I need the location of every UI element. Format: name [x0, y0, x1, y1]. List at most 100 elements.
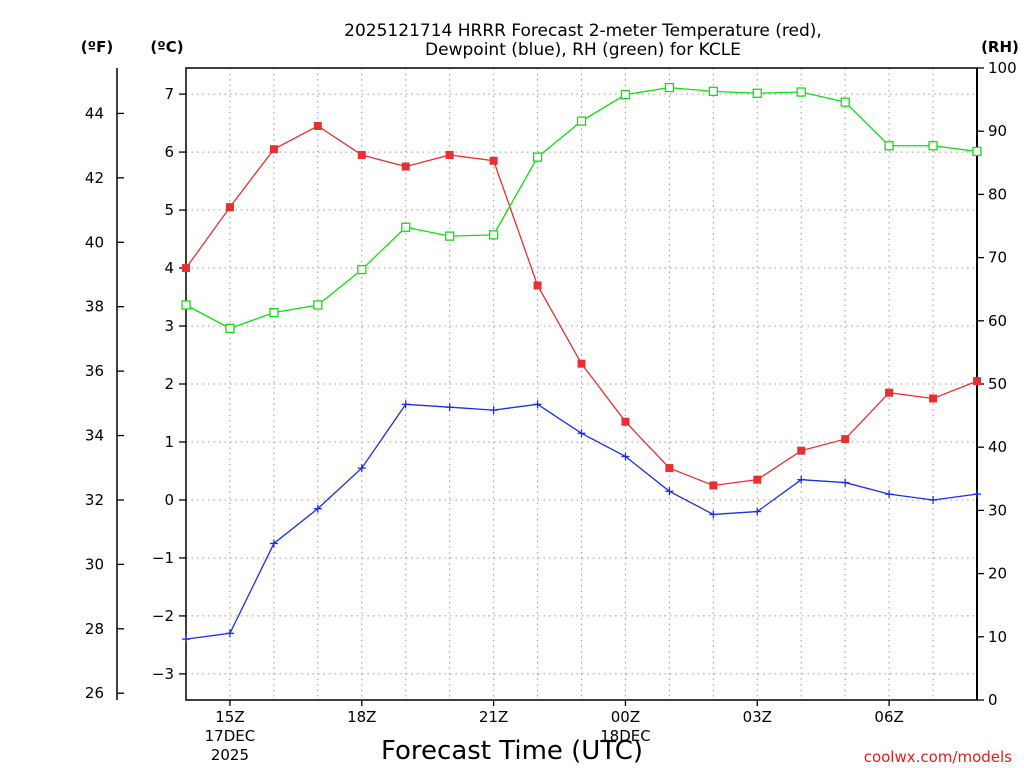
data-point-rh — [357, 264, 367, 275]
data-point-dewpoint — [621, 452, 630, 461]
chart-title-line-1: 2025121714 HRRR Forecast 2-meter Tempera… — [344, 21, 822, 41]
data-point-rh — [401, 222, 411, 232]
celsius-tick-label: −3 — [152, 665, 174, 683]
data-point-dewpoint — [753, 507, 762, 516]
data-point-rh — [313, 300, 323, 310]
celsius-tick-label: 6 — [164, 143, 174, 161]
fahrenheit-tick-label: 44 — [85, 104, 104, 122]
x-tick-label: 03Z — [743, 708, 772, 726]
data-point-rh — [972, 146, 982, 157]
data-point-temperature — [533, 281, 542, 290]
data-point-rh — [708, 86, 718, 97]
data-point-dewpoint — [357, 464, 366, 473]
rh-tick-label: 40 — [988, 438, 1007, 456]
fahrenheit-tick-label: 42 — [85, 169, 104, 187]
x-tick-label: 17DEC — [205, 727, 256, 745]
celsius-tick-label: 0 — [164, 491, 174, 509]
data-point-temperature — [357, 150, 366, 159]
x-tick-label: 15Z — [215, 708, 244, 726]
data-point-dewpoint — [841, 478, 850, 487]
data-point-temperature — [401, 162, 410, 171]
data-point-rh — [796, 87, 806, 97]
x-tick-label: 18Z — [347, 708, 376, 726]
data-point-rh — [181, 300, 191, 310]
rh-unit-label: (RH) — [981, 38, 1019, 56]
data-point-rh — [620, 89, 631, 100]
x-tick-label: 2025 — [211, 746, 249, 764]
x-tick-label: 06Z — [874, 708, 903, 726]
data-point-rh — [664, 82, 675, 93]
data-point-temperature — [753, 475, 762, 484]
rh-tick-label: 20 — [988, 565, 1007, 583]
fahrenheit-tick-label: 38 — [85, 298, 104, 316]
data-point-rh — [752, 88, 762, 98]
rh-tick-label: 100 — [988, 59, 1017, 77]
fahrenheit-tick-label: 30 — [85, 555, 104, 573]
data-point-rh — [928, 141, 938, 151]
data-point-temperature — [225, 203, 234, 212]
celsius-unit-label: (ºC) — [150, 38, 183, 56]
data-point-rh — [576, 116, 587, 126]
celsius-tick-label: 3 — [164, 317, 174, 335]
data-point-dewpoint — [445, 403, 454, 412]
data-point-dewpoint — [797, 475, 806, 484]
data-point-dewpoint — [269, 539, 278, 548]
fahrenheit-tick-label: 26 — [85, 684, 104, 702]
rh-tick-label: 70 — [988, 249, 1007, 267]
rh-tick-label: 0 — [988, 691, 998, 709]
rh-tick-label: 60 — [988, 312, 1007, 330]
ticks: −3−2−10123456726283032343638404244010203… — [85, 59, 1017, 764]
x-tick-label: 18DEC — [600, 727, 651, 745]
data-point-temperature — [621, 417, 630, 426]
data-point-temperature — [577, 359, 586, 368]
rh-tick-label: 90 — [988, 122, 1007, 140]
chart-title-line-2: Dewpoint (blue), RH (green) for KCLE — [425, 40, 741, 60]
series-line-dewpoint — [185, 403, 978, 640]
data-point-dewpoint — [313, 504, 322, 513]
celsius-tick-label: 2 — [164, 375, 174, 393]
data-point-dewpoint — [665, 487, 674, 496]
data-point-temperature — [445, 150, 454, 159]
data-point-rh — [225, 323, 235, 334]
data-point-dewpoint — [577, 429, 586, 438]
fahrenheit-tick-label: 28 — [85, 620, 104, 638]
data-point-temperature — [313, 121, 322, 130]
data-point-temperature — [665, 464, 674, 473]
data-point-temperature — [269, 145, 278, 154]
data-point-rh — [884, 141, 894, 151]
fahrenheit-unit-label: (ºF) — [81, 38, 113, 56]
fahrenheit-tick-label: 40 — [85, 233, 104, 251]
data-point-rh — [488, 230, 499, 240]
data-point-rh — [532, 152, 543, 162]
celsius-tick-label: 1 — [164, 433, 174, 451]
rh-tick-label: 10 — [988, 628, 1007, 646]
data-point-temperature — [489, 156, 498, 165]
celsius-tick-label: 5 — [164, 201, 174, 219]
axes — [116, 67, 978, 701]
credit-text: coolwx.com/models — [864, 748, 1012, 766]
data-point-temperature — [709, 481, 718, 490]
rh-tick-label: 80 — [988, 185, 1007, 203]
rh-tick-label: 30 — [988, 501, 1007, 519]
celsius-tick-label: 4 — [164, 259, 174, 277]
celsius-tick-label: −1 — [152, 549, 174, 567]
data-point-rh — [840, 97, 850, 107]
x-tick-label: 21Z — [479, 708, 508, 726]
data-point-temperature — [973, 377, 981, 386]
data-point-temperature — [841, 435, 850, 444]
fahrenheit-tick-label: 36 — [85, 362, 104, 380]
data-point-temperature — [797, 446, 806, 455]
data-point-temperature — [182, 264, 190, 273]
celsius-tick-label: 7 — [164, 85, 174, 103]
data-point-dewpoint — [489, 406, 498, 415]
data-point-dewpoint — [401, 400, 410, 409]
data-point-dewpoint — [182, 635, 190, 644]
data-point-rh — [445, 231, 455, 241]
data-point-dewpoint — [709, 510, 718, 519]
rh-tick-label: 50 — [988, 375, 1007, 393]
series-layer — [181, 82, 982, 644]
data-point-dewpoint — [929, 495, 938, 504]
data-point-dewpoint — [973, 490, 981, 499]
data-point-dewpoint — [885, 490, 894, 499]
